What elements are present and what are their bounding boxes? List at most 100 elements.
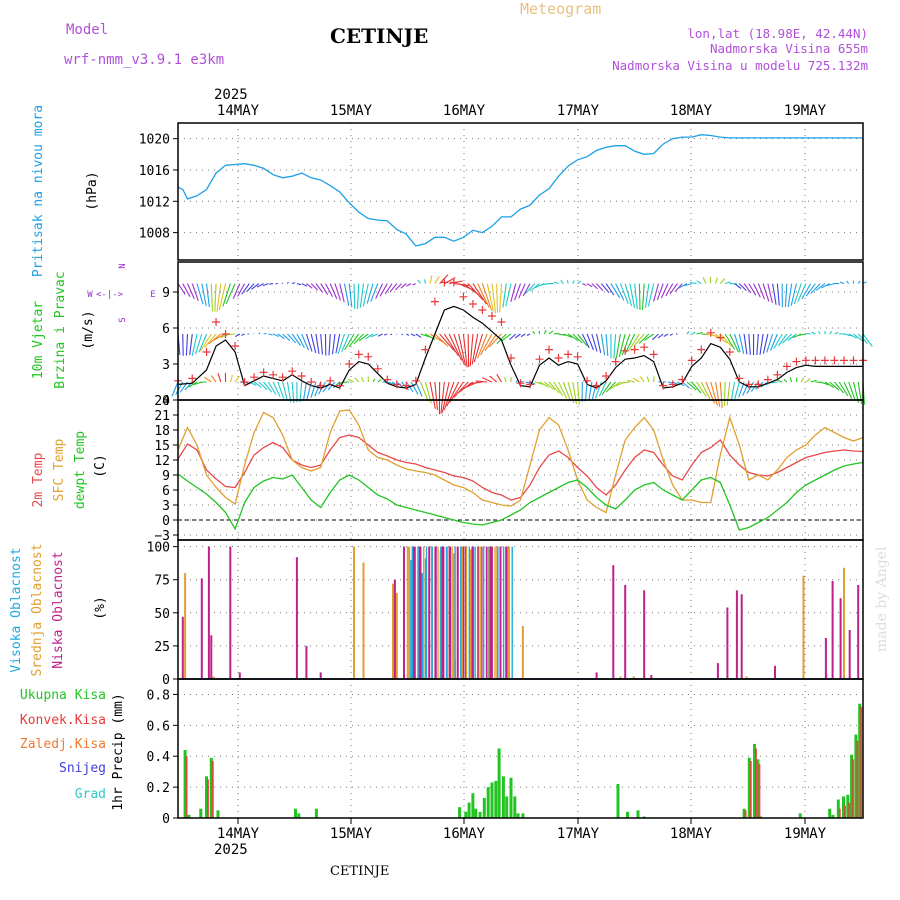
- low-cloud-bar: [774, 665, 776, 679]
- wind-arrow: [618, 333, 626, 358]
- wind-arrow: [229, 374, 234, 383]
- wind-arrow: [653, 283, 659, 302]
- wind-arrow: [817, 330, 821, 335]
- wind-arrow: [539, 381, 549, 388]
- gust-marker: [735, 374, 744, 383]
- precip-label-snow: Snijeg: [59, 761, 106, 776]
- wind-arrow: [258, 332, 261, 335]
- overcast-bar: [448, 546, 451, 679]
- tick-label: 0.6: [147, 719, 170, 734]
- wind-arrow: [486, 283, 494, 312]
- total-precip-bar: [850, 754, 854, 818]
- wind-arrow: [509, 333, 517, 341]
- wind-arrow: [315, 333, 320, 354]
- mid-cloud-bar: [392, 583, 394, 679]
- overcast-bar: [485, 546, 488, 679]
- day-label-bottom: 14MAY: [217, 826, 260, 842]
- overcast-bar: [468, 546, 470, 679]
- low-cloud-bar: [200, 578, 203, 679]
- panel-frame: [177, 539, 864, 680]
- wind-arrow: [282, 381, 288, 401]
- conv-precip-bar: [755, 748, 757, 818]
- wind-arrow: [515, 380, 518, 383]
- low-cloud-bar: [643, 590, 646, 679]
- total-precip-bar: [756, 759, 760, 818]
- overcast-bar: [431, 546, 433, 679]
- mid-cloud-bar: [446, 546, 449, 679]
- wind-arrow: [434, 333, 449, 347]
- wind-arrow: [434, 276, 440, 284]
- overcast-bar: [465, 546, 468, 679]
- model-name: wrf-nmm_v3.9.1 e3km: [64, 52, 224, 68]
- conv-precip-bar: [207, 779, 209, 818]
- wind-arrow: [395, 283, 402, 291]
- overcast-bar: [508, 546, 510, 679]
- day-label-top: 19MAY: [784, 103, 827, 119]
- wind-arrow: [691, 331, 696, 335]
- gust-marker: [744, 380, 753, 389]
- wind-arrow: [496, 283, 499, 313]
- gust-marker: [188, 374, 197, 383]
- gust-marker: [278, 373, 287, 382]
- wind-arrow: [210, 283, 214, 312]
- overcast-bar: [477, 546, 479, 679]
- wind-arrow: [489, 375, 498, 383]
- wind-arrow: [734, 333, 741, 353]
- wind-arrow: [514, 333, 521, 339]
- conv-precip-bar: [852, 759, 855, 818]
- low-cloud-bar: [650, 675, 653, 679]
- wind-arrow: [563, 333, 572, 338]
- wind-arrow: [767, 283, 773, 304]
- wind-arrow: [815, 283, 826, 291]
- low-cloud-bar: [207, 546, 210, 679]
- wind-arrow: [171, 381, 179, 397]
- wind-arrow: [269, 283, 274, 285]
- pressure-line: [177, 134, 863, 247]
- total-precip-bar: [467, 802, 471, 818]
- wind-arrow: [748, 333, 751, 355]
- wind-arrow: [777, 333, 788, 347]
- wind-arrow: [177, 283, 186, 295]
- tick-label: 9: [162, 286, 170, 301]
- mid-cloud-bar: [507, 546, 510, 679]
- gust-marker: [668, 380, 677, 389]
- sfc-temp-line: [177, 409, 864, 514]
- gust-marker: [678, 375, 687, 384]
- overcast-bar: [502, 546, 505, 679]
- wind-arrow: [686, 330, 690, 335]
- wind-arrow: [213, 333, 226, 341]
- wind-arrow: [194, 333, 203, 355]
- cloud-label-high: Visoka Oblacnost: [9, 547, 24, 672]
- mid-cloud-bar: [469, 549, 472, 679]
- wind-arrow: [588, 381, 593, 401]
- lonlat-text: lon,lat (18.98E, 42.44N): [687, 26, 868, 41]
- wind-arrow: [558, 333, 566, 336]
- gust-marker: [326, 376, 335, 385]
- wind-arrow: [481, 283, 493, 311]
- wind-arrow: [734, 381, 740, 400]
- tick-label: 1020: [139, 133, 170, 148]
- gust-marker: [782, 362, 791, 371]
- wind-arrow: [577, 333, 588, 347]
- wind-arrow: [286, 381, 292, 403]
- wind-arrow: [496, 373, 502, 383]
- wind-arrow: [201, 283, 207, 306]
- wind-arrow: [501, 333, 512, 342]
- low-cloud-bar: [393, 579, 396, 679]
- pressure-unit: (hPa): [85, 171, 100, 210]
- wind-arrow: [359, 283, 365, 308]
- wind-arrow: [210, 375, 217, 383]
- wind-arrow: [800, 377, 805, 383]
- wind-arrow: [480, 333, 493, 356]
- total-precip-bar: [216, 810, 220, 818]
- wind-arrow: [532, 330, 536, 335]
- wind-arrow: [306, 283, 313, 289]
- gust-marker: [564, 350, 573, 359]
- dewpt-line: [177, 461, 864, 531]
- wind-arrow: [251, 283, 260, 290]
- wind-arrow: [524, 283, 536, 295]
- wind-arrow: [446, 381, 460, 407]
- tick-label: 1008: [139, 227, 170, 242]
- wind-arrow: [472, 283, 487, 305]
- gust-marker: [621, 346, 630, 355]
